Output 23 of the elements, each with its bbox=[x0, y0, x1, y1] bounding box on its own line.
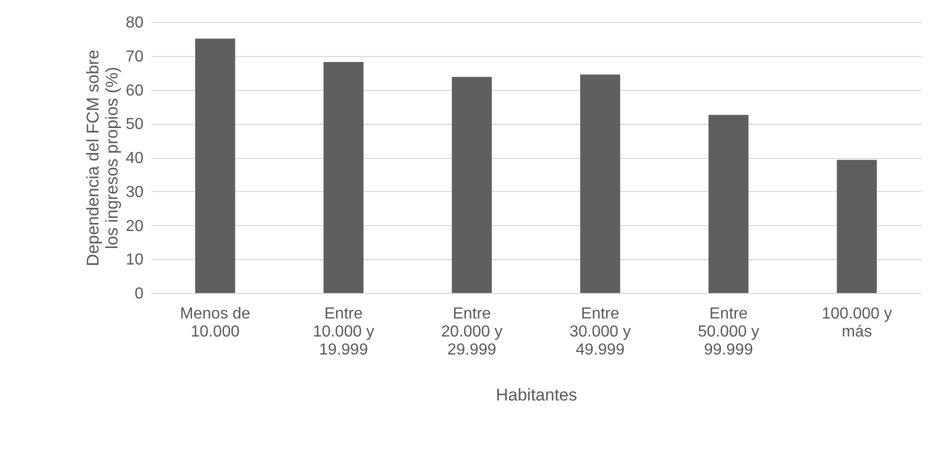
x-tick-label: Entre 10.000 y 19.999 bbox=[312, 306, 374, 358]
bar bbox=[580, 74, 620, 293]
bar bbox=[836, 160, 877, 293]
x-axis-title: Habitantes bbox=[496, 386, 578, 404]
y-tick-label: 70 bbox=[126, 48, 144, 66]
y-tick-label: 20 bbox=[126, 218, 144, 235]
x-tick-label: Entre 30.000 y 49.999 bbox=[569, 306, 631, 358]
y-tick-label: 50 bbox=[126, 116, 144, 134]
bar bbox=[452, 76, 492, 293]
y-tick-label: 0 bbox=[134, 286, 144, 302]
y-tick-label: 30 bbox=[126, 184, 144, 201]
y-tick-label: 80 bbox=[126, 14, 144, 32]
y-tick-label: 40 bbox=[126, 150, 144, 167]
bar bbox=[195, 38, 236, 293]
y-tick-label: 60 bbox=[126, 82, 144, 100]
x-tick-label: Entre 20.000 y 29.999 bbox=[441, 306, 503, 358]
bar bbox=[708, 114, 748, 293]
x-tick-label: Menos de 10.000 bbox=[180, 306, 250, 340]
x-tick-label: 100.000 y más bbox=[822, 306, 892, 340]
x-tick-label: Entre 50.000 y 99.999 bbox=[698, 306, 760, 358]
y-tick-label: 10 bbox=[126, 252, 144, 269]
y-axis-title: Dependencia del FCM sobre los ingresos propios (%) bbox=[84, 50, 122, 266]
bar bbox=[324, 62, 364, 293]
